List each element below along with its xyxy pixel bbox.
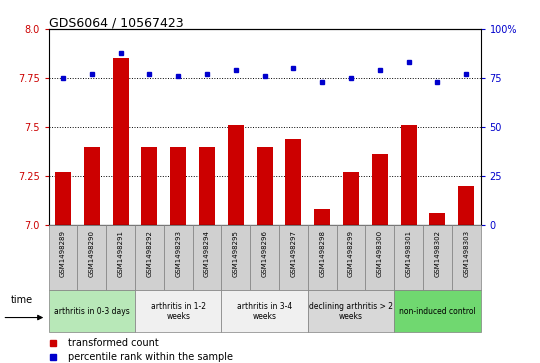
Bar: [336, 225, 366, 290]
Text: GSM1498297: GSM1498297: [291, 230, 296, 277]
Text: percentile rank within the sample: percentile rank within the sample: [68, 352, 233, 362]
Bar: [221, 290, 308, 332]
Text: GSM1498298: GSM1498298: [319, 230, 325, 277]
Text: non-induced control: non-induced control: [399, 307, 476, 316]
Text: GSM1498294: GSM1498294: [204, 230, 210, 277]
Text: GSM1498302: GSM1498302: [434, 230, 441, 277]
Text: GSM1498299: GSM1498299: [348, 230, 354, 277]
Bar: [113, 58, 129, 225]
Bar: [135, 290, 221, 332]
Text: time: time: [11, 295, 33, 305]
Bar: [401, 125, 416, 225]
Bar: [423, 225, 452, 290]
Bar: [164, 225, 193, 290]
Text: GSM1498293: GSM1498293: [175, 230, 181, 277]
Bar: [256, 147, 273, 225]
Text: arthritis in 3-4
weeks: arthritis in 3-4 weeks: [237, 302, 292, 321]
Bar: [429, 213, 445, 225]
Bar: [228, 125, 244, 225]
Text: GSM1498292: GSM1498292: [146, 230, 152, 277]
Text: GSM1498301: GSM1498301: [406, 230, 411, 277]
Text: GDS6064 / 10567423: GDS6064 / 10567423: [49, 16, 183, 29]
Bar: [452, 225, 481, 290]
Text: arthritis in 1-2
weeks: arthritis in 1-2 weeks: [151, 302, 206, 321]
Text: GSM1498289: GSM1498289: [60, 230, 66, 277]
Bar: [49, 290, 135, 332]
Text: arthritis in 0-3 days: arthritis in 0-3 days: [54, 307, 130, 316]
Bar: [343, 172, 359, 225]
Bar: [84, 147, 100, 225]
Bar: [135, 225, 164, 290]
Text: GSM1498291: GSM1498291: [118, 230, 124, 277]
Bar: [394, 290, 481, 332]
Text: transformed count: transformed count: [68, 338, 159, 348]
Text: GSM1498296: GSM1498296: [261, 230, 268, 277]
Bar: [55, 172, 71, 225]
Text: GSM1498290: GSM1498290: [89, 230, 95, 277]
Bar: [221, 225, 250, 290]
Bar: [193, 225, 221, 290]
Bar: [199, 147, 215, 225]
Bar: [372, 155, 388, 225]
Bar: [49, 225, 77, 290]
Bar: [286, 139, 301, 225]
Text: declining arthritis > 2
weeks: declining arthritis > 2 weeks: [309, 302, 393, 321]
Bar: [279, 225, 308, 290]
Bar: [250, 225, 279, 290]
Bar: [458, 186, 474, 225]
Bar: [314, 209, 330, 225]
Bar: [366, 225, 394, 290]
Text: GSM1498303: GSM1498303: [463, 230, 469, 277]
Bar: [141, 147, 157, 225]
Text: GSM1498295: GSM1498295: [233, 230, 239, 277]
Text: GSM1498300: GSM1498300: [377, 230, 383, 277]
Bar: [77, 225, 106, 290]
Bar: [394, 225, 423, 290]
Bar: [308, 225, 336, 290]
Bar: [308, 290, 394, 332]
Bar: [106, 225, 135, 290]
Bar: [170, 147, 186, 225]
